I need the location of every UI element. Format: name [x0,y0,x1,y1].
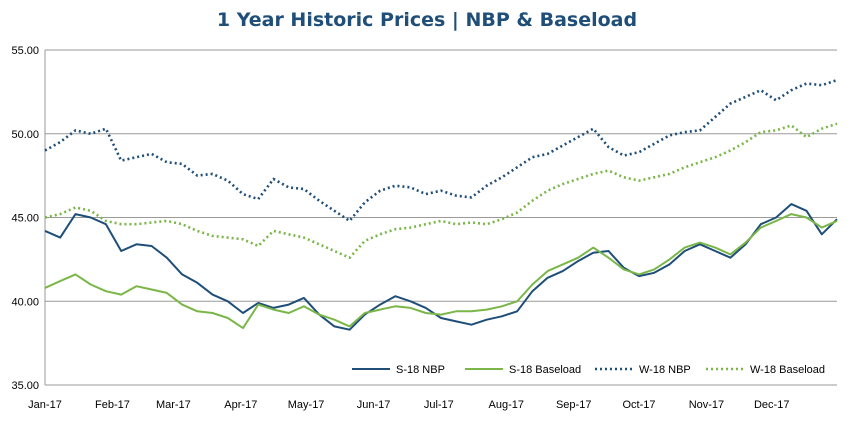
series-lines [44,78,838,331]
y-axis-ticks: 35.00 40.00 45.00 50.00 55.00 [11,45,39,392]
y-tick-label: 35.00 [11,380,39,392]
x-tick-label: Jul-17 [424,399,454,411]
legend: S-18 NBP S-18 Baseload W-18 NBP W-18 Baselo… [352,364,825,376]
x-tick-label: Sep-17 [556,399,591,411]
x-axis-ticks: Jan-17 Feb-17 Mar-17 Apr-17 May-17 Jun-17 Jul-… [28,399,789,411]
legend-label: W-18 NBP [639,364,691,376]
x-tick-label: Dec-17 [754,399,789,411]
series-line-s-18-baseload [44,213,838,330]
x-tick-label: Mar-17 [156,399,191,411]
x-tick-label: Jan-17 [28,399,62,411]
series-line-w-18-nbp [44,78,838,223]
x-tick-label: Oct-17 [622,399,655,411]
x-tick-label: Feb-17 [95,399,130,411]
chart-title: 1 Year Historic Prices | NBP & Baseload [216,9,638,31]
x-tick-label: Nov-17 [689,399,724,411]
legend-label: S-18 NBP [396,364,445,376]
y-tick-label: 45.00 [11,213,39,225]
series-line-s-18-nbp [44,203,838,331]
x-tick-label: May-17 [288,399,325,411]
y-tick-label: 55.00 [11,45,39,57]
y-tick-label: 50.00 [11,129,39,141]
x-tick-label: Aug-17 [489,399,524,411]
legend-label: S-18 Baseload [509,364,581,376]
x-tick-label: Jun-17 [357,399,391,411]
legend-label: W-18 Baseload [750,364,825,376]
x-tick-label: Apr-17 [224,399,257,411]
grid-lines [44,49,837,386]
y-tick-label: 40.00 [11,296,39,308]
